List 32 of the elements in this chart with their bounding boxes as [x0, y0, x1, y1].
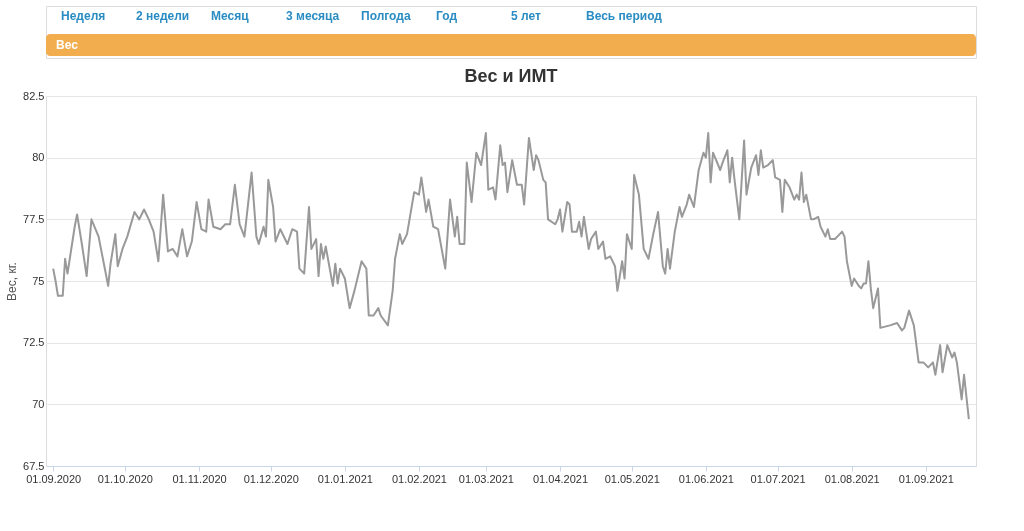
- text: Полгода: [361, 9, 411, 23]
- text: Вес: [56, 38, 79, 52]
- y-tick-label: 70: [32, 397, 45, 410]
- x-tick-label: 01.05.2021: [604, 472, 660, 485]
- y-tick-label: 72.5: [23, 336, 45, 349]
- x-tick-label: 01.03.2021: [458, 472, 514, 485]
- y-tick-label: 67.5: [23, 459, 45, 472]
- x-tick-label: 01.06.2021: [678, 472, 734, 485]
- text: Месяц: [211, 9, 250, 23]
- y-tick-label: 75: [32, 274, 45, 287]
- x-tick-label: 01.10.2020: [97, 472, 153, 485]
- x-tick-label: 01.09.2021: [898, 472, 954, 485]
- x-tick-label: 01.07.2021: [750, 472, 806, 485]
- text: 3 месяца: [286, 9, 340, 23]
- y-tick-label: 82.5: [23, 89, 45, 102]
- y-tick-label: 77.5: [23, 212, 45, 225]
- line-series: [52, 132, 970, 421]
- x-tick-label: 01.08.2021: [824, 472, 880, 485]
- x-tick-label: 01.01.2021: [317, 472, 373, 485]
- x-tick-label: 01.12.2020: [243, 472, 299, 485]
- y-tick-label: 80: [32, 151, 45, 164]
- text: 5 лет: [511, 9, 541, 23]
- text: Неделя: [61, 9, 106, 23]
- text: Весь период: [586, 9, 663, 23]
- x-tick-label: 01.09.2020: [26, 472, 82, 485]
- y-axis-title: Вес, кг.: [5, 262, 20, 301]
- x-tick-label: 01.02.2021: [391, 472, 447, 485]
- chart-title: Вес и ИМТ: [464, 66, 558, 86]
- x-tick-label: 01.04.2021: [532, 472, 589, 485]
- text: 2 недели: [136, 9, 190, 23]
- text: Год: [436, 9, 458, 23]
- x-tick-label: 01.11.2020: [172, 472, 227, 485]
